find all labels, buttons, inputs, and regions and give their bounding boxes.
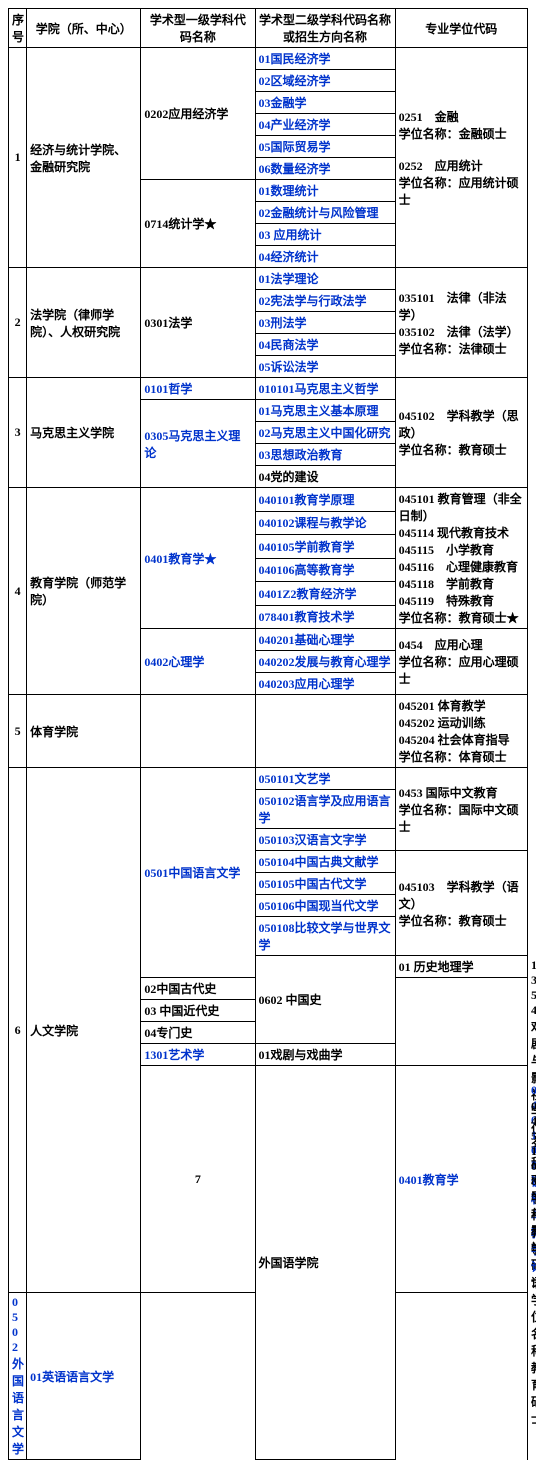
seq-cell: 7 xyxy=(141,1066,255,1293)
discipline2-cell: 03思想政治教育 xyxy=(255,444,395,466)
discipline2-cell: 040101教育学原理 xyxy=(255,488,395,512)
header-degree: 专业学位代码 xyxy=(395,9,527,48)
degree-cell: 045102 学科教学（思政） 学位名称：教育硕士 xyxy=(395,378,527,488)
header-college: 学院（所、中心） xyxy=(27,9,141,48)
header-seq: 序号 xyxy=(9,9,27,48)
college-cell: 外国语学院 xyxy=(255,1066,395,1460)
degree-cell: 0251 金融 学位名称：金融硕士 0252 应用统计 学位名称：应用统计硕士 xyxy=(395,48,527,268)
discipline1-cell: 0301法学 xyxy=(141,268,255,378)
discipline2-cell: 050105中国古代文学 xyxy=(255,873,395,895)
degree-cell: 0454 应用心理 学位名称：应用心理硕士 xyxy=(395,629,527,695)
discipline2-cell: 050106中国现当代文学 xyxy=(255,895,395,917)
discipline2-cell: 05国际贸易学 xyxy=(255,136,395,158)
discipline1-cell: 0401教育学★ xyxy=(141,488,255,629)
discipline2-cell: 01戏剧与戏曲学 xyxy=(255,1044,395,1066)
degree-cell: 045101 教育管理（非全日制） 045114 现代教育技术 045115 小… xyxy=(395,488,527,629)
college-cell: 教育学院（师范学院） xyxy=(27,488,141,695)
discipline2-cell: 01马克思主义基本原理 xyxy=(255,400,395,422)
discipline2-cell: 078401教育技术学 xyxy=(255,605,395,629)
college-cell: 马克思主义学院 xyxy=(27,378,141,488)
header-discipline2: 学术型二级学科代码名称或招生方向名称 xyxy=(255,9,395,48)
discipline2-cell: 06数量经济学 xyxy=(255,158,395,180)
discipline2-cell: 03金融学 xyxy=(255,92,395,114)
discipline2-cell: 040202发展与教育心理学 xyxy=(255,651,395,673)
discipline2-cell: 03 中国近代史 xyxy=(141,1000,255,1022)
college-cell: 体育学院 xyxy=(27,695,141,768)
college-cell: 法学院（律师学院）、人权研究院 xyxy=(27,268,141,378)
discipline1-cell: 0402心理学 xyxy=(141,629,255,695)
discipline1-cell: 0602 中国史 xyxy=(255,956,395,1044)
discipline1-cell: 0502外国语言文学 xyxy=(9,1293,27,1460)
degree-cell: 045201 体育教学 045202 运动训练 045204 社会体育指导 学位… xyxy=(395,695,527,768)
discipline2-cell: 050103汉语言文字学 xyxy=(255,829,395,851)
discipline1-cell: 0714统计学★ xyxy=(141,180,255,268)
discipline2-cell: 05诉讼法学 xyxy=(255,356,395,378)
discipline2-cell: 050104中国古典文献学 xyxy=(255,851,395,873)
discipline2-cell: 03 应用统计 xyxy=(255,224,395,246)
discipline2-cell: 01英语语言文学 xyxy=(27,1293,141,1460)
college-cell: 人文学院 xyxy=(27,768,141,1293)
discipline2-cell: 02区域经济学 xyxy=(255,70,395,92)
discipline1-cell: 0501中国语言文学 xyxy=(141,768,255,978)
discipline2-cell: 050102语言学及应用语言学 xyxy=(255,790,395,829)
discipline2-cell: 050108比较文学与世界文学 xyxy=(255,917,395,956)
discipline1-cell: 0101哲学 xyxy=(141,378,255,400)
discipline2-cell: 04党的建设 xyxy=(255,466,395,488)
discipline2-cell: 02宪法学与行政法学 xyxy=(255,290,395,312)
college-cell: 经济与统计学院、金融研究院 xyxy=(27,48,141,268)
seq-cell: 1 xyxy=(9,48,27,268)
seq-cell: 4 xyxy=(9,488,27,695)
discipline2-cell: 040203应用心理学 xyxy=(255,673,395,695)
discipline1-cell: 1301艺术学 xyxy=(141,1044,255,1066)
discipline2-cell: 04民商法学 xyxy=(255,334,395,356)
seq-cell: 2 xyxy=(9,268,27,378)
discipline2-cell: 0401Z2教育经济学 xyxy=(255,582,395,606)
header-discipline1: 学术型一级学科代码名称 xyxy=(141,9,255,48)
discipline2-cell xyxy=(255,695,395,768)
discipline2-cell: 050101文艺学 xyxy=(255,768,395,790)
discipline2-cell: 040102课程与教学论 xyxy=(255,511,395,535)
discipline2-cell: 02中国古代史 xyxy=(141,978,255,1000)
discipline2-cell: 01数理统计 xyxy=(255,180,395,202)
discipline2-cell: 04经济统计 xyxy=(255,246,395,268)
degree-cell: 0453 国际中文教育 学位名称：国际中文硕士 xyxy=(395,768,527,851)
discipline2-cell: 040201基础心理学 xyxy=(255,629,395,651)
discipline2-cell: 03刑法学 xyxy=(255,312,395,334)
discipline2-cell: 040106高等教育学 xyxy=(255,558,395,582)
discipline1-cell: 0202应用经济学 xyxy=(141,48,255,180)
degree-cell: 045103 学科教学（语文） 学位名称：教育硕士 xyxy=(395,851,527,956)
discipline1-cell: 0401教育学 xyxy=(395,1066,527,1293)
discipline2-cell: 01国民经济学 xyxy=(255,48,395,70)
discipline1-cell xyxy=(141,695,255,768)
seq-cell: 6 xyxy=(9,768,27,1293)
discipline1-cell: 0305马克思主义理论 xyxy=(141,400,255,488)
discipline2-cell: 02金融统计与风险管理 xyxy=(255,202,395,224)
discipline2-cell: 04产业经济学 xyxy=(255,114,395,136)
seq-cell: 3 xyxy=(9,378,27,488)
discipline2-cell: 01法学理论 xyxy=(255,268,395,290)
seq-cell: 5 xyxy=(9,695,27,768)
discipline2-cell: 01 历史地理学 xyxy=(395,956,527,978)
discipline2-cell: 040105学前教育学 xyxy=(255,535,395,559)
discipline2-cell: 04专门史 xyxy=(141,1022,255,1044)
degree-cell: 035101 法律（非法学） 035102 法律（法学） 学位名称：法律硕士 xyxy=(395,268,527,378)
discipline2-cell: 010101马克思主义哲学 xyxy=(255,378,395,400)
discipline2-cell: 02马克思主义中国化研究 xyxy=(255,422,395,444)
